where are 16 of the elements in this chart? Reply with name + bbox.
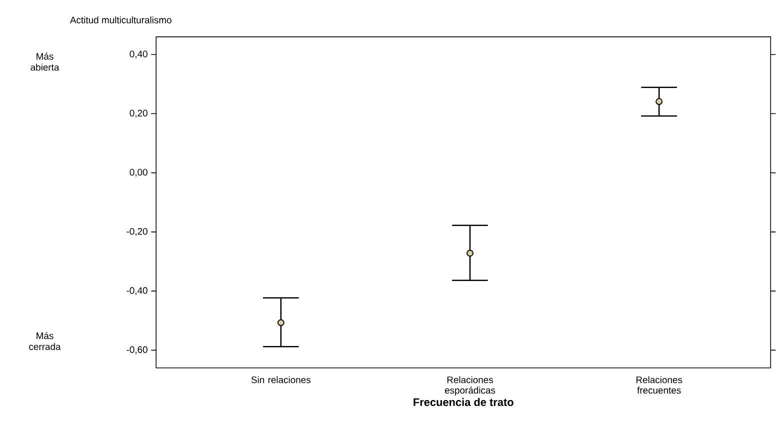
point [656, 98, 663, 106]
text: Más abierta [30, 52, 60, 71]
y-tick-label: -0,40 [126, 287, 148, 296]
y-tick-label: 0,40 [130, 50, 148, 59]
x-axis-title: Frecuencia de trato [414, 398, 514, 406]
y-tick-label: -0,60 [126, 346, 148, 354]
chart-title: Actitud multiculturalismo [70, 16, 172, 24]
text: Más cerrada [29, 332, 61, 350]
x-tick-label: Relaciones frecuentes [636, 376, 682, 394]
y-tick-label: 0,20 [130, 110, 148, 118]
y-tick-label: -0,20 [126, 228, 148, 236]
point [277, 319, 284, 326]
point [466, 250, 474, 257]
x-tick-label: Sin relaciones [251, 376, 310, 384]
y-tick-label: 0,00 [130, 169, 148, 177]
x-tick-label: Relaciones esporádicas [444, 376, 496, 396]
